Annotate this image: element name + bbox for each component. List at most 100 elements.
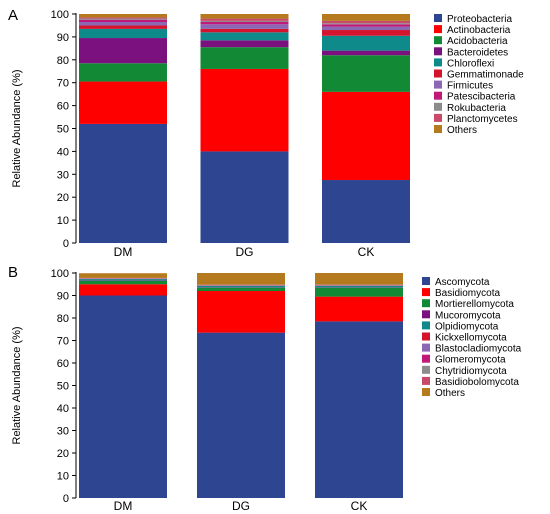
legend-label: Kickxellomycota bbox=[435, 333, 507, 344]
legend-label: Mucoromycota bbox=[435, 310, 501, 321]
bar-segment bbox=[79, 17, 167, 19]
y-tick-label: 80 bbox=[57, 55, 69, 67]
bar-segment bbox=[322, 50, 410, 56]
legend-label: Patescibacteria bbox=[447, 92, 516, 103]
legend-swatch bbox=[434, 36, 442, 45]
bar-segment bbox=[197, 332, 285, 498]
legend-swatch bbox=[422, 310, 430, 319]
bar-segment bbox=[200, 47, 289, 69]
legend-swatch bbox=[422, 321, 430, 330]
y-tick-label: 90 bbox=[57, 291, 69, 303]
bar-segment bbox=[315, 287, 403, 297]
y-tick-label: 0 bbox=[63, 238, 69, 250]
legend-label: Mortierellomycota bbox=[435, 299, 514, 310]
bar-segment bbox=[200, 20, 289, 23]
bar-segment bbox=[200, 22, 289, 25]
legend-label: Actinobacteria bbox=[447, 25, 511, 36]
legend-label: Glomeromycota bbox=[435, 355, 506, 366]
y-tick-label: 80 bbox=[57, 313, 69, 325]
legend-label: Bacteroidetes bbox=[447, 47, 508, 58]
legend-label: Ascomycota bbox=[435, 277, 490, 288]
panel-label: B bbox=[8, 264, 18, 281]
bar-segment bbox=[79, 279, 167, 281]
y-tick-label: 30 bbox=[57, 426, 69, 438]
bar-segment bbox=[197, 287, 285, 291]
bar-segment bbox=[322, 91, 410, 181]
y-tick-label: 70 bbox=[57, 78, 69, 90]
legend-swatch bbox=[434, 125, 442, 133]
legend-swatch bbox=[422, 288, 430, 297]
bar-segment bbox=[79, 38, 167, 64]
bar-segment bbox=[79, 280, 167, 285]
bar-segment bbox=[200, 151, 289, 243]
x-tick-label: DG bbox=[236, 245, 254, 259]
bar-segment bbox=[79, 81, 167, 124]
x-tick-label: DM bbox=[114, 245, 133, 259]
legend-label: Others bbox=[435, 388, 465, 399]
bar-segment bbox=[79, 25, 167, 29]
legend-swatch bbox=[422, 376, 430, 385]
legend-swatch bbox=[422, 354, 430, 363]
legend-swatch bbox=[422, 277, 430, 285]
legend-label: Basidiobolomycota bbox=[435, 377, 519, 388]
chart-panel-a: A DM DG CK 0 10 20 30 40 50 60 70 80 90 100 Relative Ab… bbox=[8, 7, 524, 259]
y-tick-label: 20 bbox=[57, 192, 69, 204]
x-tick-label: CK bbox=[358, 245, 375, 259]
bar-segment bbox=[315, 273, 403, 285]
legend-swatch bbox=[422, 388, 430, 396]
bar-segment bbox=[197, 285, 285, 288]
bar-segment bbox=[197, 291, 285, 333]
legend-swatch bbox=[434, 69, 442, 78]
bar-segment bbox=[79, 295, 167, 498]
bar-segment bbox=[322, 180, 410, 243]
legend-label: Rokubacteria bbox=[447, 103, 506, 114]
bar-segment bbox=[79, 14, 167, 18]
legend-swatch bbox=[434, 102, 442, 111]
bar-segment bbox=[79, 28, 167, 39]
x-tick-label: DM bbox=[114, 499, 133, 513]
bar-segment bbox=[322, 55, 410, 92]
y-tick-label: 90 bbox=[57, 32, 69, 44]
legend-swatch bbox=[434, 14, 442, 22]
legend-swatch bbox=[434, 47, 442, 56]
bar-segment bbox=[322, 23, 410, 25]
bar-segment bbox=[79, 19, 167, 23]
panel-label: A bbox=[8, 7, 18, 24]
legend-label: Others bbox=[447, 125, 477, 136]
x-tick-label: DG bbox=[232, 499, 250, 513]
legend-label: Chloroflexi bbox=[447, 58, 494, 69]
bar-segment bbox=[200, 32, 289, 41]
legend-label: Proteobacteria bbox=[447, 14, 512, 25]
legend-swatch bbox=[422, 332, 430, 341]
bar-segment bbox=[197, 273, 285, 285]
y-tick-label: 60 bbox=[57, 101, 69, 113]
legend-swatch bbox=[422, 343, 430, 352]
bar-segment bbox=[322, 26, 410, 31]
y-tick-label: 40 bbox=[57, 403, 69, 415]
legend-label: Blastocladiomycota bbox=[435, 344, 522, 355]
legend-label: Acidobacteria bbox=[447, 36, 508, 47]
y-tick-label: 10 bbox=[57, 471, 69, 483]
legend-swatch bbox=[434, 91, 442, 100]
bar-segment bbox=[79, 22, 167, 26]
legend-label: Chytridiomycota bbox=[435, 366, 507, 377]
y-tick-label: 70 bbox=[57, 336, 69, 348]
bar-segment bbox=[322, 24, 410, 27]
bar-segment bbox=[79, 284, 167, 296]
legend-swatch bbox=[434, 80, 442, 89]
y-tick-label: 60 bbox=[57, 358, 69, 370]
bar-segment bbox=[200, 14, 289, 19]
legend: ProteobacteriaActinobacteriaAcidobacteri… bbox=[434, 14, 524, 136]
legend-swatch bbox=[434, 58, 442, 67]
y-tick-label: 30 bbox=[57, 169, 69, 181]
legend-label: Olpidiomycota bbox=[435, 321, 499, 332]
legend-label: Firmicutes bbox=[447, 81, 493, 92]
bar-segment bbox=[322, 14, 410, 21]
y-tick-label: 100 bbox=[51, 268, 69, 280]
bar-segment bbox=[315, 296, 403, 322]
bar-segment bbox=[322, 30, 410, 36]
legend: AscomycotaBasidiomycotaMortierellomycota… bbox=[422, 277, 522, 399]
legend-label: Planctomycetes bbox=[447, 114, 518, 125]
bar-segment bbox=[200, 18, 289, 21]
y-tick-label: 40 bbox=[57, 146, 69, 158]
